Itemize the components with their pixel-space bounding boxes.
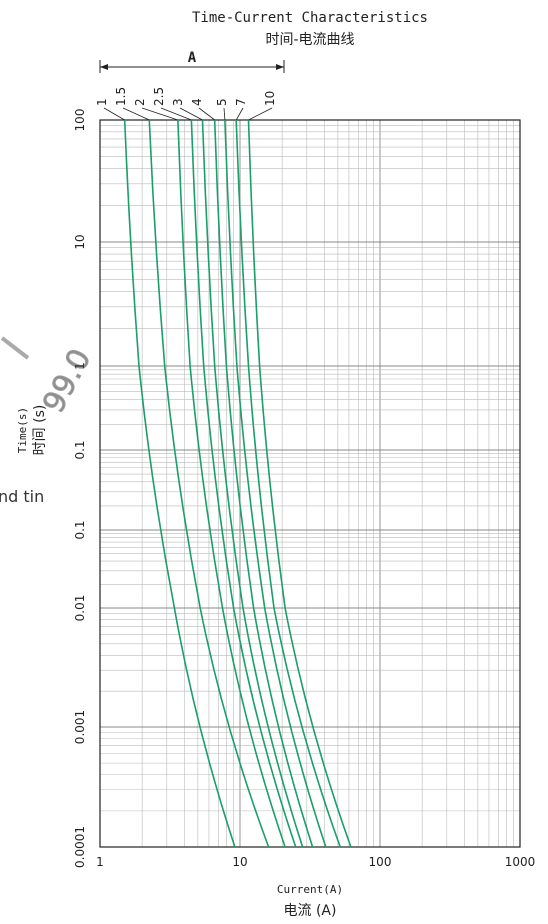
curve-2-5 <box>190 119 297 848</box>
curve-labels: 1 1.5 2 2.5 3 4 5 7 10 <box>95 87 277 121</box>
curve-7 <box>235 119 341 848</box>
watermark-side-text: nd tin <box>0 487 44 506</box>
x-tick-labels: 1 10 100 1000 <box>96 855 535 869</box>
y-tick-label: 1 <box>73 362 87 370</box>
y-tick-label: 0.1 <box>73 520 87 539</box>
y-tick-label: 0.01 <box>73 595 87 622</box>
x-axis-label-cn: 电流 (A) <box>284 903 337 919</box>
curve-label: 7 <box>234 98 248 106</box>
curve-label: 10 <box>263 91 277 106</box>
curve-label-leader <box>122 107 150 121</box>
curve-label: 2 <box>133 98 147 106</box>
y-tick-label: 10 <box>73 234 87 249</box>
curve-label: 1.5 <box>114 87 128 106</box>
grid <box>99 120 520 848</box>
curve-label-leader <box>103 107 125 121</box>
curve-label-leader <box>198 107 215 121</box>
x-tick-label: 10 <box>232 855 247 869</box>
y-axis-label: Time(s) <box>16 407 29 453</box>
y-axis-label-cn: 时间 (s) <box>32 405 48 456</box>
y-tick-label: 0.001 <box>73 710 87 744</box>
curve-label: 5 <box>215 98 229 106</box>
x-tick-label: 100 <box>369 855 392 869</box>
y-tick-label: 0.0001 <box>73 826 87 868</box>
curve-4 <box>213 119 314 848</box>
watermark-stroke <box>0 336 30 360</box>
chart-title: Time-Current Characteristics <box>192 10 428 26</box>
x-tick-label: 1 <box>96 855 104 869</box>
curve-label: 4 <box>190 98 204 106</box>
bracket-label: A <box>188 50 197 66</box>
y-tick-label: 100 <box>73 109 87 132</box>
curve-label-leader <box>235 107 244 121</box>
curve-5 <box>224 119 327 848</box>
x-axis-label: Current(A) <box>277 883 343 896</box>
curve-label-leader <box>223 107 226 121</box>
curve-label: 1 <box>95 98 109 106</box>
curve-3 <box>201 119 304 848</box>
curve-1-5 <box>148 119 270 848</box>
y-tick-label: 0.1 <box>73 440 87 459</box>
curve-1 <box>123 119 236 848</box>
plot-frame <box>99 119 521 848</box>
curve-2 <box>177 119 286 848</box>
curve-label: 3 <box>171 98 185 106</box>
curve-group-bracket: A <box>99 50 285 73</box>
curve-label: 2.5 <box>152 87 166 106</box>
curve-label-leader <box>179 107 203 121</box>
curve-label-leader <box>141 107 179 121</box>
watermark-stamp: 99.0 <box>36 343 98 418</box>
curve-10 <box>247 119 352 848</box>
chart-subtitle: 时间-电流曲线 <box>265 32 354 48</box>
y-tick-labels: 0.0001 0.001 0.01 0.1 0.1 1 10 100 <box>73 109 87 868</box>
curve-label-leader <box>248 107 273 121</box>
watermark: 99.0 <box>0 336 99 419</box>
x-tick-label: 1000 <box>505 855 536 869</box>
curves <box>123 119 352 848</box>
curve-label-leader <box>160 107 192 121</box>
